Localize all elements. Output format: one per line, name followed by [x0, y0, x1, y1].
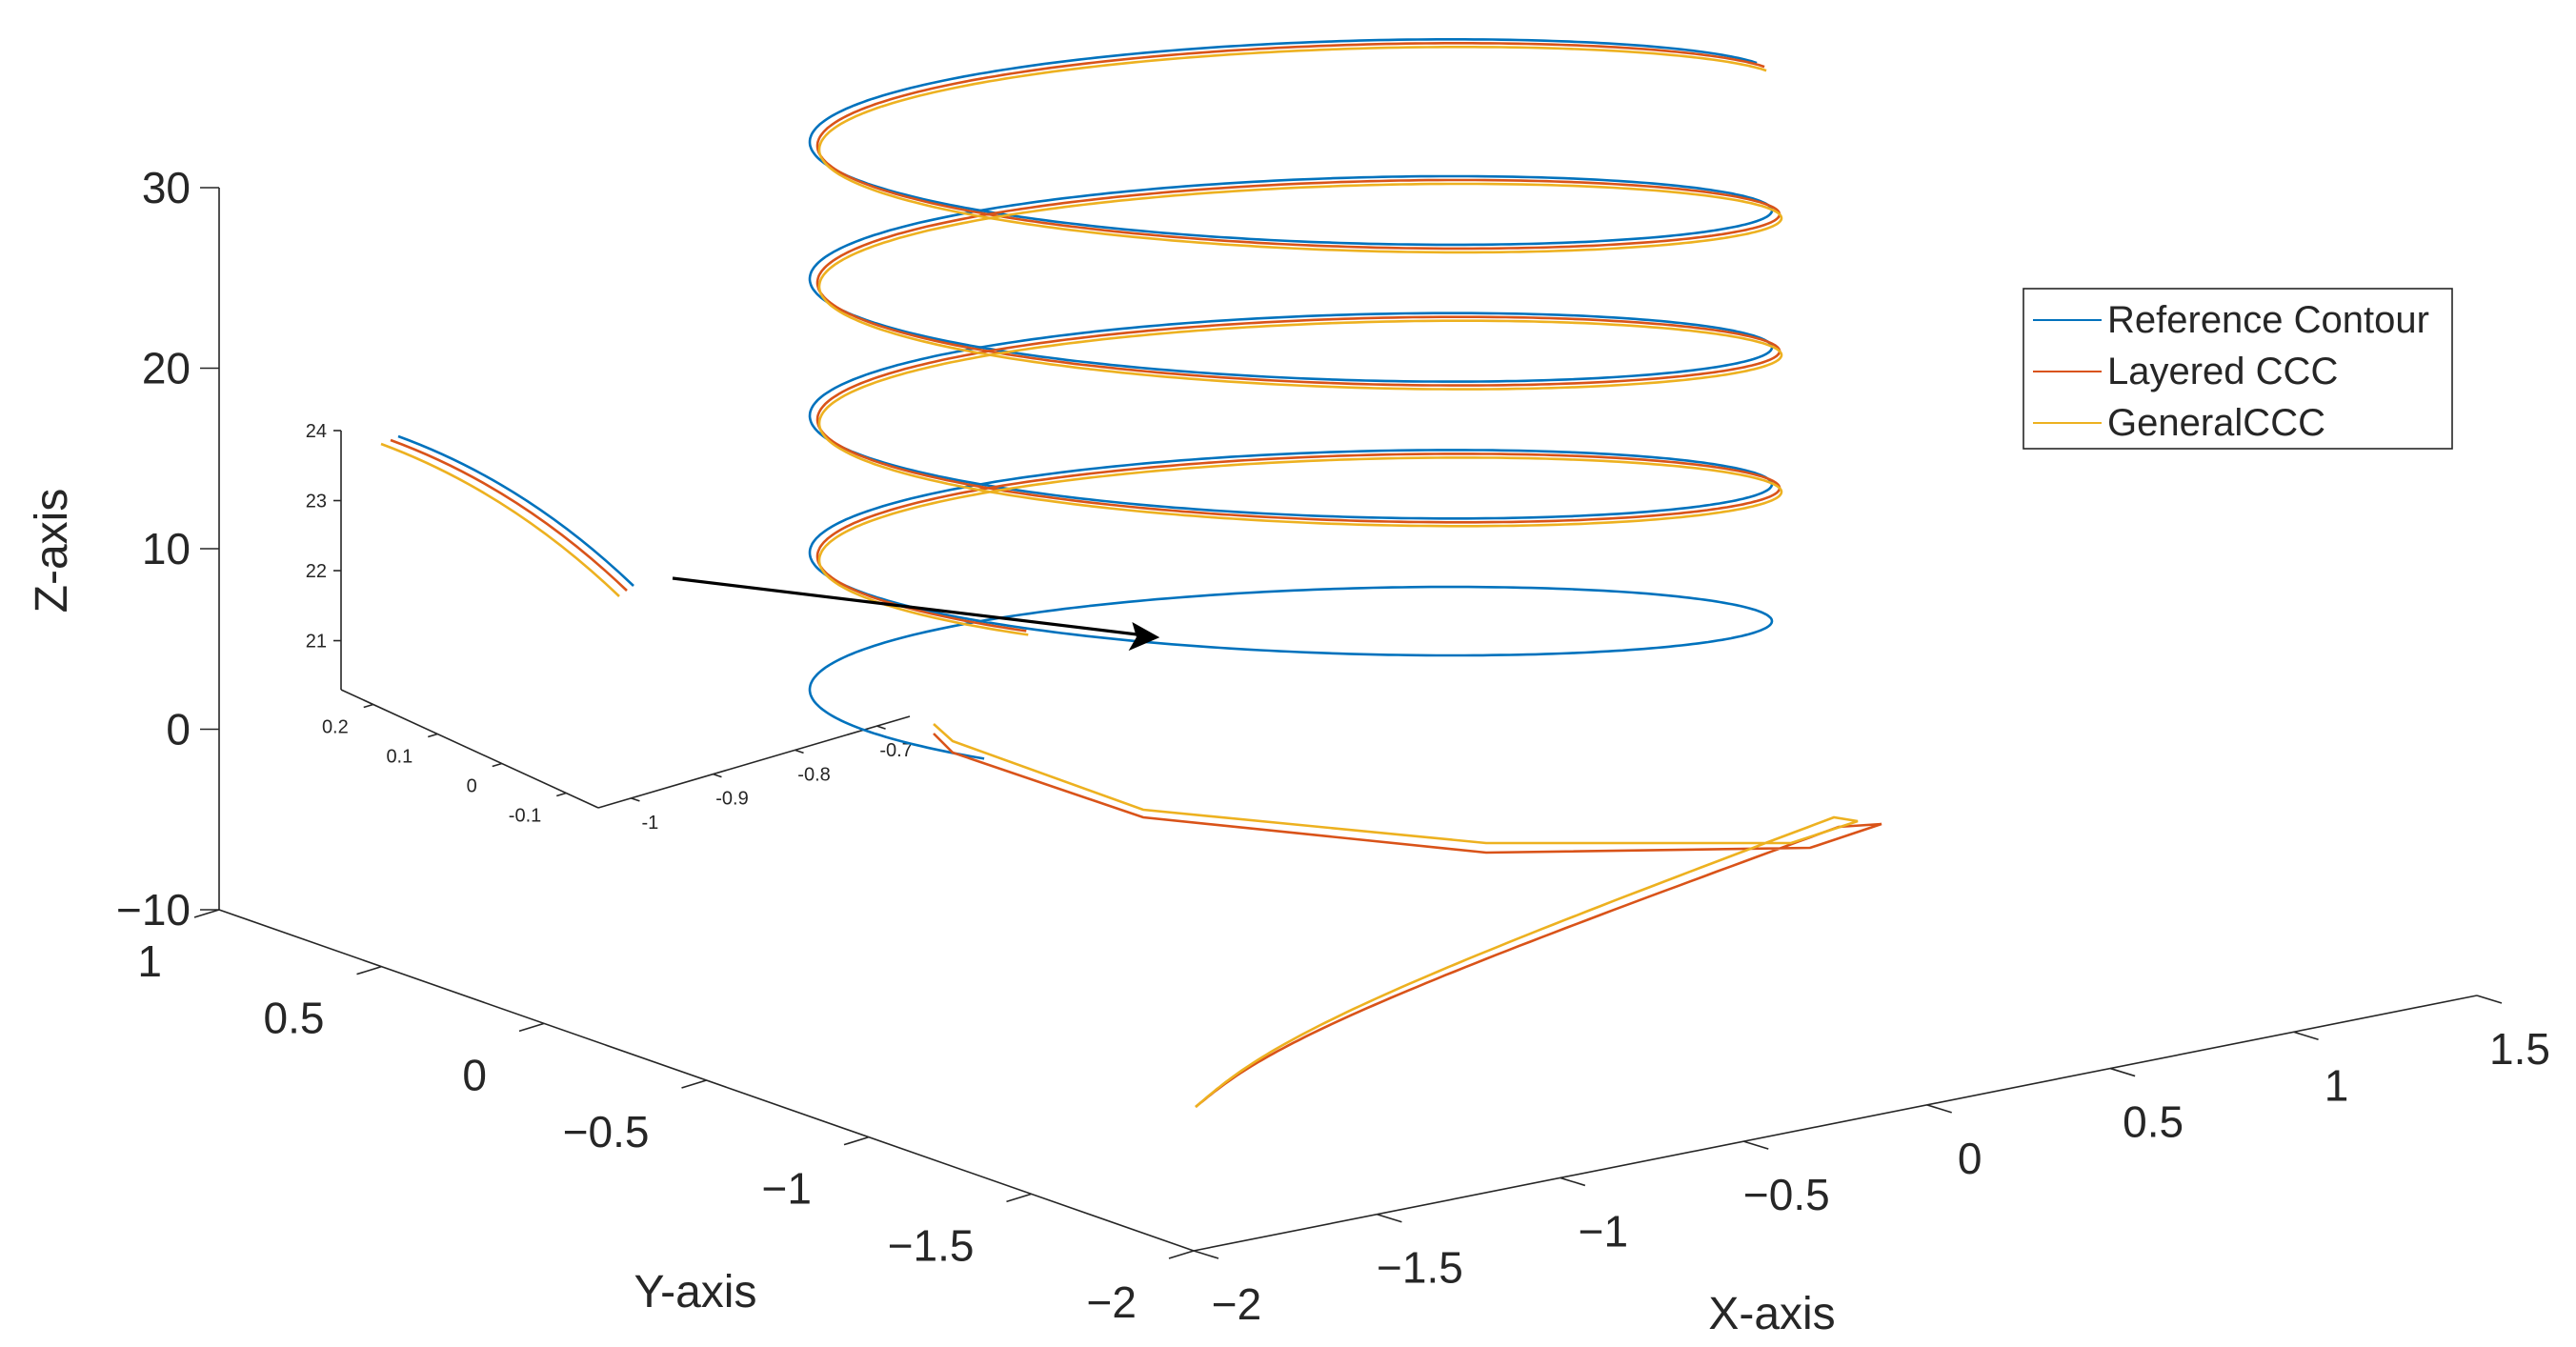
x-tick [2109, 1067, 2136, 1077]
x-tick-label: −0.5 [1743, 1170, 1830, 1219]
y-tick [356, 965, 382, 975]
x-tick-label: −1.5 [1377, 1243, 1463, 1293]
y-tick-label: 0 [462, 1050, 487, 1099]
legend-item-reference: Reference Contour [2033, 299, 2429, 341]
x-tick [1560, 1176, 1586, 1187]
legend: Reference Contour Layered CCC GeneralCCC [2023, 288, 2453, 450]
inset-y-tick [556, 792, 567, 797]
x-tick-label: 0.5 [2123, 1097, 2184, 1147]
z-tick-label: 20 [142, 344, 191, 393]
inset-reference-arc [397, 434, 634, 587]
y-tick [681, 1079, 707, 1089]
inset-y-tick-label: 0 [467, 776, 477, 797]
inset-x-tick-label: -0.9 [715, 789, 748, 810]
y-tick [1168, 1250, 1195, 1259]
inset-y-tick [428, 733, 438, 738]
x-tick-label: 1.5 [2489, 1024, 2550, 1074]
y-tick-label: 0.5 [264, 994, 325, 1043]
series-layered-ccc [815, 42, 1882, 1108]
inset-z-tick-label: 22 [306, 561, 327, 582]
legend-item-layered: Layered CCC [2033, 351, 2338, 392]
y-tick [518, 1022, 545, 1033]
y-tick-label: −1.5 [888, 1220, 975, 1270]
inset-x-tick-label: -1 [642, 813, 659, 834]
inset-y-tick-label: 0.1 [386, 747, 413, 768]
zoom-arrow [672, 576, 1160, 652]
inset-axes [340, 431, 911, 809]
y-tick-label: −1 [762, 1164, 812, 1214]
inset-layered-arc [390, 438, 628, 592]
x-axis-line [1193, 995, 2478, 1252]
inset-x-tick [876, 725, 886, 730]
x-tick-label: 1 [2324, 1060, 2349, 1110]
y-tick-label: 1 [137, 936, 162, 986]
inset-z-tick-label: 23 [306, 492, 327, 513]
x-tick [1743, 1140, 1769, 1150]
inset-y-tick [363, 703, 373, 709]
inset-y-axis-line [340, 689, 599, 809]
legend-label: Layered CCC [2107, 351, 2338, 392]
inset-y-tick [492, 762, 502, 768]
z-tick-label: 30 [142, 163, 191, 212]
series-general-ccc [817, 46, 1859, 1108]
inset-x-tick-label: -0.8 [797, 764, 830, 785]
inset-general-arc [380, 442, 620, 597]
x-tick [1926, 1104, 1952, 1114]
inset-x-tick [795, 749, 804, 754]
curves-group [380, 38, 1882, 1108]
x-tick-label: 0 [1958, 1134, 1982, 1183]
legend-label: Reference Contour [2107, 299, 2429, 341]
z-tick-label: −10 [116, 885, 191, 935]
inset-x-tick-label: -0.7 [879, 740, 912, 761]
x-tick [1377, 1213, 1402, 1223]
inset-x-tick [631, 797, 640, 802]
y-tick [193, 909, 220, 918]
series-reference-contour [808, 38, 1774, 760]
y-tick-label: −0.5 [563, 1107, 650, 1156]
z-tick-label: 10 [142, 524, 191, 573]
x-tick-label: −2 [1212, 1279, 1261, 1329]
tick-group: −100102030−2−1.5−1−0.500.51−2−1.5−1−0.50… [116, 163, 2550, 1329]
y-tick [843, 1136, 870, 1146]
inset-x-axis-line [597, 715, 911, 809]
y-tick-label: −2 [1087, 1277, 1137, 1327]
x-tick-label: −1 [1579, 1206, 1628, 1256]
inset-z-tick-label: 21 [306, 632, 327, 653]
z-axis-title: Z-axis [27, 489, 77, 613]
z-tick-label: 0 [166, 705, 191, 754]
x-tick [2293, 1031, 2319, 1041]
legend-label: GeneralCCC [2107, 402, 2325, 444]
inset-y-tick-label: -0.1 [509, 806, 541, 827]
inset-tick-group: 21 22 23 24 -0.1 0 0.1 0.2 -1 -0.9 -0.8 -0.7 [306, 421, 913, 834]
x-tick [1193, 1250, 1219, 1259]
inset-y-tick-label: 0.2 [322, 717, 349, 738]
inset-x-tick [713, 773, 722, 778]
x-tick [2476, 995, 2503, 1004]
x-axis-title: X-axis [1708, 1289, 1835, 1339]
legend-item-general: GeneralCCC [2033, 402, 2325, 444]
inset-z-tick-label: 24 [306, 421, 327, 442]
y-axis-title: Y-axis [634, 1267, 757, 1317]
y-tick [1006, 1193, 1032, 1203]
